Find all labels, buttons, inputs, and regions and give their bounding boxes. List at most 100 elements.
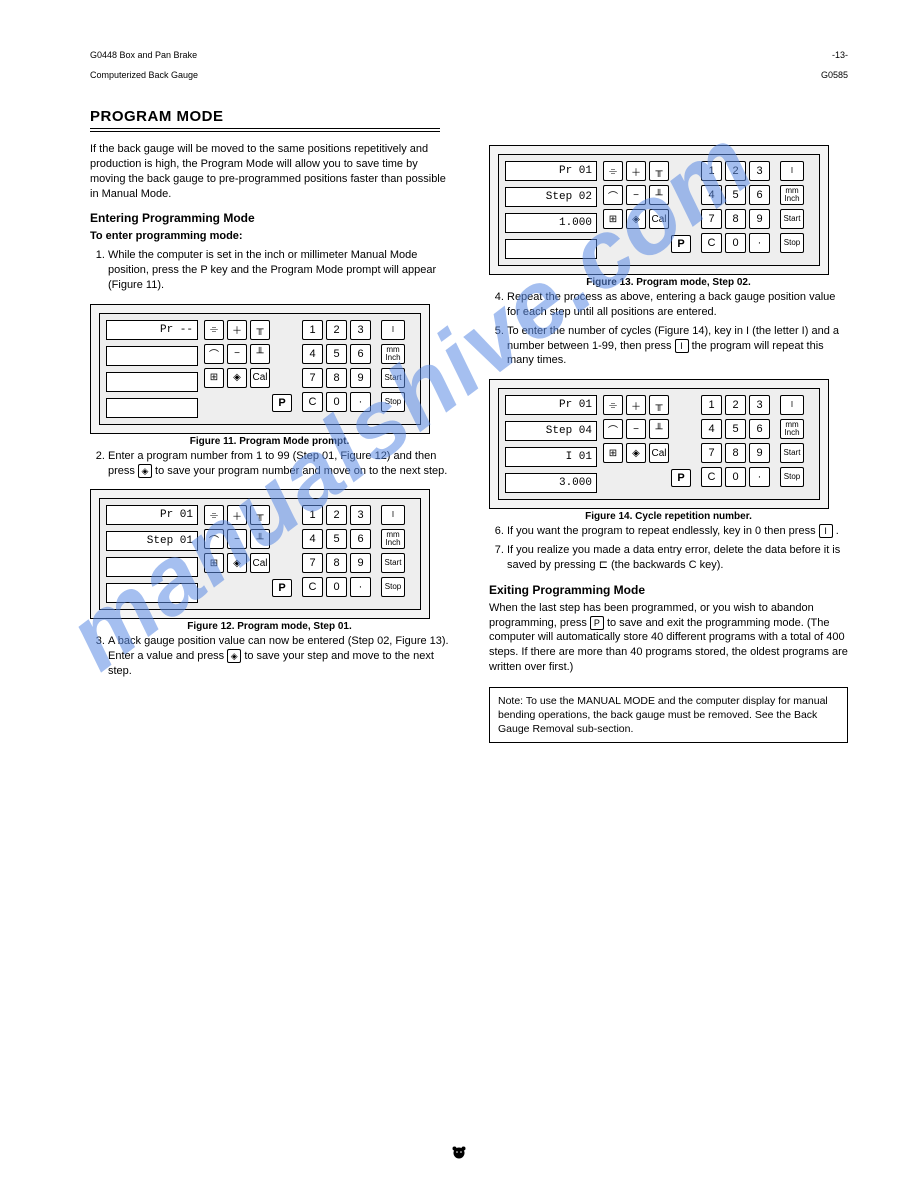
icon-key-1-2[interactable]: ╨ xyxy=(250,344,270,364)
numpad-3-1[interactable]: 0 xyxy=(725,233,746,253)
icon-key-2-1[interactable]: ◈ xyxy=(227,368,247,388)
numpad-0-2[interactable]: 3 xyxy=(350,320,371,340)
numpad-2-0[interactable]: 7 xyxy=(302,368,323,388)
icon-key-0-2[interactable]: ╥ xyxy=(250,505,270,525)
numpad-1-2[interactable]: 6 xyxy=(749,185,770,205)
icon-key-2-2[interactable]: Cal xyxy=(649,443,669,463)
side-key-3[interactable]: Stop xyxy=(381,577,405,597)
icon-key-0-2[interactable]: ╥ xyxy=(649,161,669,181)
side-key-1[interactable]: mmInch xyxy=(381,529,405,549)
icon-key-1-1[interactable]: − xyxy=(227,529,247,549)
icon-key-2-1[interactable]: ◈ xyxy=(626,209,646,229)
icon-key-2-2[interactable]: Cal xyxy=(250,368,270,388)
icon-key-2-2[interactable]: Cal xyxy=(649,209,669,229)
numpad-3-0[interactable]: C xyxy=(701,467,722,487)
icon-key-1-1[interactable]: − xyxy=(227,344,247,364)
p-key[interactable]: P xyxy=(671,235,691,253)
numpad-2-0[interactable]: 7 xyxy=(701,209,722,229)
numpad-0-1[interactable]: 2 xyxy=(326,320,347,340)
icon-key-2-1[interactable]: ◈ xyxy=(227,553,247,573)
icon-key-0-2[interactable]: ╥ xyxy=(649,395,669,415)
numpad-1-2[interactable]: 6 xyxy=(749,419,770,439)
icon-key-2-0[interactable]: ⊞ xyxy=(603,209,623,229)
icon-key-1-1[interactable]: − xyxy=(626,419,646,439)
icon-key-1-0[interactable]: ⌒ xyxy=(603,419,623,439)
numpad-2-1[interactable]: 8 xyxy=(725,209,746,229)
numpad-1-1[interactable]: 5 xyxy=(725,419,746,439)
numpad-1-1[interactable]: 5 xyxy=(326,344,347,364)
side-key-0[interactable]: I xyxy=(381,505,405,525)
numpad-0-0[interactable]: 1 xyxy=(302,320,323,340)
side-key-3[interactable]: Stop xyxy=(780,233,804,253)
numpad-1-0[interactable]: 4 xyxy=(701,185,722,205)
numpad-0-2[interactable]: 3 xyxy=(749,395,770,415)
numpad-1-1[interactable]: 5 xyxy=(326,529,347,549)
numpad-3-2[interactable]: · xyxy=(350,392,371,412)
side-key-3[interactable]: Stop xyxy=(780,467,804,487)
side-key-0[interactable]: I xyxy=(381,320,405,340)
numpad-2-2[interactable]: 9 xyxy=(749,443,770,463)
side-key-2[interactable]: Start xyxy=(780,209,804,229)
numpad-1-1[interactable]: 5 xyxy=(725,185,746,205)
numpad-3-2[interactable]: · xyxy=(749,233,770,253)
icon-key-0-1[interactable]: ＋ xyxy=(227,505,247,525)
numpad-3-0[interactable]: C xyxy=(302,577,323,597)
numpad-1-0[interactable]: 4 xyxy=(302,344,323,364)
numpad-1-2[interactable]: 6 xyxy=(350,344,371,364)
numpad-2-1[interactable]: 8 xyxy=(326,553,347,573)
icon-key-0-2[interactable]: ╥ xyxy=(250,320,270,340)
numpad-1-0[interactable]: 4 xyxy=(302,529,323,549)
numpad-2-2[interactable]: 9 xyxy=(350,553,371,573)
numpad-1-2[interactable]: 6 xyxy=(350,529,371,549)
side-key-1[interactable]: mmInch xyxy=(780,185,804,205)
numpad-2-1[interactable]: 8 xyxy=(326,368,347,388)
side-key-1[interactable]: mmInch xyxy=(780,419,804,439)
side-key-1[interactable]: mmInch xyxy=(381,344,405,364)
numpad-0-1[interactable]: 2 xyxy=(725,161,746,181)
icon-key-2-0[interactable]: ⊞ xyxy=(204,368,224,388)
numpad-3-1[interactable]: 0 xyxy=(326,392,347,412)
numpad-3-2[interactable]: · xyxy=(749,467,770,487)
numpad-3-1[interactable]: 0 xyxy=(326,577,347,597)
icon-key-2-0[interactable]: ⊞ xyxy=(603,443,623,463)
icon-key-0-1[interactable]: ＋ xyxy=(626,395,646,415)
icon-key-1-2[interactable]: ╨ xyxy=(250,529,270,549)
numpad-2-0[interactable]: 7 xyxy=(302,553,323,573)
icon-key-0-0[interactable]: ⌯ xyxy=(603,161,623,181)
numpad-0-1[interactable]: 2 xyxy=(725,395,746,415)
icon-key-2-2[interactable]: Cal xyxy=(250,553,270,573)
icon-key-0-0[interactable]: ⌯ xyxy=(204,505,224,525)
side-key-2[interactable]: Start xyxy=(780,443,804,463)
numpad-0-2[interactable]: 3 xyxy=(749,161,770,181)
side-key-0[interactable]: I xyxy=(780,161,804,181)
numpad-3-0[interactable]: C xyxy=(701,233,722,253)
icon-key-0-1[interactable]: ＋ xyxy=(227,320,247,340)
p-key[interactable]: P xyxy=(272,579,292,597)
numpad-0-1[interactable]: 2 xyxy=(326,505,347,525)
icon-key-0-1[interactable]: ＋ xyxy=(626,161,646,181)
icon-key-1-0[interactable]: ⌒ xyxy=(204,344,224,364)
numpad-3-2[interactable]: · xyxy=(350,577,371,597)
numpad-0-0[interactable]: 1 xyxy=(701,161,722,181)
icon-key-1-0[interactable]: ⌒ xyxy=(204,529,224,549)
icon-key-2-0[interactable]: ⊞ xyxy=(204,553,224,573)
numpad-2-0[interactable]: 7 xyxy=(701,443,722,463)
icon-key-1-2[interactable]: ╨ xyxy=(649,419,669,439)
icon-key-0-0[interactable]: ⌯ xyxy=(204,320,224,340)
numpad-2-1[interactable]: 8 xyxy=(725,443,746,463)
numpad-3-0[interactable]: C xyxy=(302,392,323,412)
numpad-0-0[interactable]: 1 xyxy=(701,395,722,415)
icon-key-1-0[interactable]: ⌒ xyxy=(603,185,623,205)
numpad-0-2[interactable]: 3 xyxy=(350,505,371,525)
numpad-2-2[interactable]: 9 xyxy=(350,368,371,388)
icon-key-1-2[interactable]: ╨ xyxy=(649,185,669,205)
side-key-2[interactable]: Start xyxy=(381,368,405,388)
numpad-1-0[interactable]: 4 xyxy=(701,419,722,439)
side-key-3[interactable]: Stop xyxy=(381,392,405,412)
numpad-0-0[interactable]: 1 xyxy=(302,505,323,525)
side-key-0[interactable]: I xyxy=(780,395,804,415)
icon-key-2-1[interactable]: ◈ xyxy=(626,443,646,463)
numpad-2-2[interactable]: 9 xyxy=(749,209,770,229)
icon-key-1-1[interactable]: − xyxy=(626,185,646,205)
icon-key-0-0[interactable]: ⌯ xyxy=(603,395,623,415)
